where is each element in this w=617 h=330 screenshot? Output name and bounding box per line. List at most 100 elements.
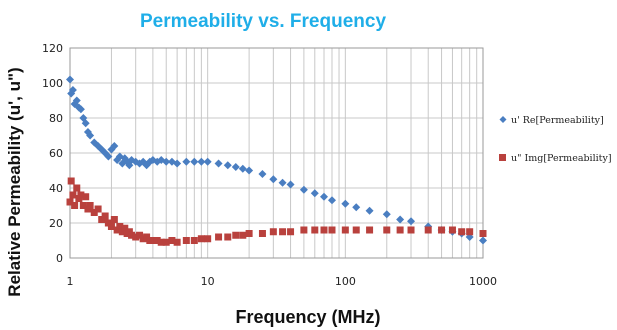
- legend: u' Re[Permeability] u" Img[Permeability]: [499, 115, 612, 164]
- data-point-re: [214, 159, 223, 168]
- data-point-img: [173, 238, 181, 246]
- data-point-img: [66, 198, 74, 206]
- data-point-img: [458, 228, 466, 236]
- data-point-re: [231, 163, 240, 171]
- data-point-img: [320, 226, 328, 234]
- data-point-img: [132, 233, 140, 241]
- data-point-img: [168, 237, 176, 244]
- data-point-img: [136, 231, 144, 239]
- data-point-img: [71, 202, 79, 209]
- x-axis-title: Frequency (MHz): [235, 307, 380, 327]
- data-point-img: [407, 226, 415, 234]
- series-img-permeability: [66, 177, 487, 246]
- data-point-img: [245, 230, 253, 237]
- data-point-re: [245, 166, 254, 175]
- y-tick-label: 20: [49, 217, 63, 230]
- data-point-re: [162, 157, 171, 166]
- data-point-img: [383, 226, 391, 234]
- x-tick-label: 1000: [469, 275, 497, 288]
- data-point-re: [341, 199, 350, 208]
- data-point-re: [310, 189, 319, 198]
- data-point-img: [116, 223, 124, 230]
- data-point-img: [86, 202, 94, 209]
- data-point-img: [258, 230, 266, 237]
- data-point-re: [299, 185, 308, 194]
- y-tick-label: 0: [56, 252, 63, 265]
- data-point-img: [300, 226, 308, 234]
- data-point-img: [239, 231, 247, 239]
- x-tick-label: 100: [335, 275, 356, 288]
- data-point-img: [466, 228, 474, 236]
- data-point-img: [424, 226, 432, 234]
- legend-marker-re: [499, 116, 507, 123]
- data-point-img: [121, 224, 129, 232]
- data-point-re: [182, 157, 191, 166]
- data-point-re: [382, 210, 391, 219]
- data-point-img: [73, 184, 81, 192]
- data-point-img: [79, 202, 87, 209]
- plot-area: [69, 47, 484, 259]
- data-point-re: [81, 119, 90, 128]
- legend-label-img: u" Img[Permeability]: [511, 153, 612, 164]
- y-tick-label: 100: [42, 77, 63, 90]
- x-tick-label: 10: [201, 275, 215, 288]
- data-point-re: [269, 175, 278, 184]
- data-point-img: [149, 237, 157, 244]
- data-point-re: [278, 178, 287, 187]
- data-point-re: [76, 105, 85, 114]
- legend-marker-img: [499, 154, 506, 161]
- data-point-re: [238, 164, 247, 173]
- data-point-re: [320, 192, 329, 201]
- data-point-img: [82, 193, 90, 201]
- chart-title: Permeability vs. Frequency: [140, 11, 386, 32]
- data-point-img: [94, 205, 102, 213]
- data-point-img: [162, 238, 170, 246]
- data-point-re: [203, 157, 212, 166]
- data-point-img: [328, 226, 336, 234]
- data-point-img: [110, 216, 118, 223]
- data-point-img: [67, 177, 75, 185]
- x-tick-label: 1: [67, 275, 74, 288]
- x-tick-labels: 1 10 100 1000: [67, 275, 498, 288]
- data-point-re: [190, 157, 199, 166]
- data-point-img: [341, 226, 349, 234]
- data-point-re: [258, 170, 267, 178]
- data-point-re: [197, 157, 206, 166]
- data-point-re: [66, 75, 74, 84]
- data-point-img: [366, 226, 374, 234]
- data-point-img: [101, 212, 109, 220]
- data-point-img: [311, 226, 319, 234]
- y-tick-label: 60: [49, 147, 63, 160]
- data-point-img: [352, 226, 360, 234]
- data-point-img: [190, 237, 198, 244]
- data-point-img: [107, 223, 115, 230]
- gridlines: [69, 47, 483, 259]
- y-tick-label: 80: [49, 112, 63, 125]
- data-point-img: [448, 226, 456, 234]
- data-point-re: [120, 154, 129, 163]
- data-point-img: [479, 230, 487, 237]
- legend-entry-re: u' Re[Permeability]: [499, 115, 604, 126]
- data-point-img: [182, 237, 190, 244]
- data-point-re: [86, 131, 95, 140]
- legend-entry-img: u" Img[Permeability]: [499, 153, 612, 164]
- data-point-img: [224, 233, 232, 241]
- data-point-re: [110, 142, 119, 150]
- series-re-permeability: [66, 75, 487, 245]
- data-point-re: [327, 196, 336, 205]
- data-point-img: [77, 191, 85, 199]
- data-point-img: [279, 228, 287, 236]
- data-point-re: [223, 161, 232, 170]
- data-point-img: [197, 235, 205, 243]
- y-tick-labels: 0 20 40 60 80 100 120: [42, 42, 63, 265]
- y-axis-title: Relative Permeability (u', u"): [5, 67, 24, 296]
- data-point-img: [157, 238, 165, 246]
- y-tick-label: 120: [42, 42, 63, 55]
- data-point-re: [479, 236, 487, 245]
- data-point-img: [90, 209, 98, 216]
- data-point-img: [153, 237, 161, 244]
- data-point-img: [69, 191, 77, 199]
- data-point-img: [287, 228, 295, 236]
- data-point-re: [286, 180, 295, 189]
